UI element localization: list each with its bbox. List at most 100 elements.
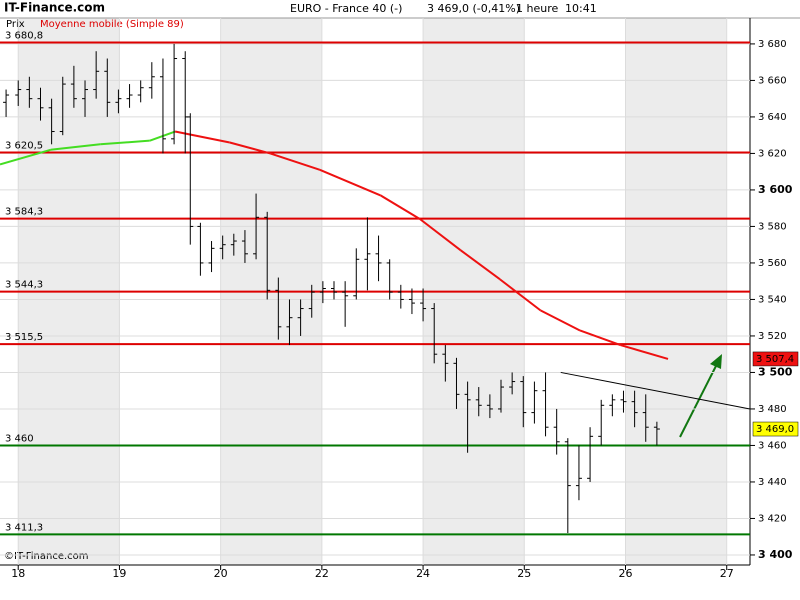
ohlc-bar	[26, 76, 33, 108]
y-tick-label: 3 560	[758, 258, 787, 269]
ohlc-bar	[275, 277, 282, 340]
ohlc-bar	[375, 235, 382, 282]
ohlc-bar	[230, 233, 237, 256]
ohlc-bar	[464, 381, 471, 453]
y-tick-label: 3 580	[758, 221, 787, 232]
ohlc-bar	[442, 345, 449, 382]
ohlc-bar	[241, 230, 248, 263]
ohlc-bar	[531, 381, 538, 424]
x-tick-label: 24	[416, 567, 430, 580]
ohlc-bar	[520, 376, 527, 428]
ohlc-bar	[70, 65, 77, 108]
moving-average-segment	[174, 130, 230, 144]
level-label: 3 515,5	[5, 332, 43, 343]
ohlc-bar	[48, 98, 55, 145]
ohlc-bar	[264, 211, 271, 300]
ohlc-bar	[148, 62, 155, 99]
last-price-box	[752, 421, 799, 437]
ohlc-bar	[93, 51, 100, 99]
ohlc-bar	[297, 299, 304, 336]
ohlc-bar	[197, 222, 204, 276]
level-label: 3 460	[5, 433, 34, 444]
ohlc-bar	[308, 284, 315, 318]
ohlc-bar	[171, 43, 178, 145]
ohlc-bar	[82, 80, 89, 117]
y-tick-label: 3 460	[758, 440, 787, 451]
trendline	[560, 371, 751, 410]
x-tick-label: 26	[619, 567, 633, 580]
ohlc-bar	[397, 284, 404, 309]
moving-average-segment	[50, 143, 101, 151]
ohlc-bar	[331, 281, 338, 300]
x-tick-label: 19	[112, 567, 126, 580]
ohlc-bar	[498, 379, 505, 413]
ohlc-bar	[253, 193, 260, 260]
ohlc-bar	[620, 390, 627, 413]
ohlc-bar	[15, 80, 22, 106]
y-tick-label: 3 540	[758, 294, 787, 305]
ohlc-bar	[642, 394, 649, 442]
x-tick-label: 25	[517, 567, 531, 580]
moving-average-segment	[579, 329, 621, 347]
ohlc-bar	[319, 281, 326, 304]
ohlc-bar	[187, 113, 194, 245]
y-tick-label: 3 440	[758, 477, 787, 488]
moving-average-segment	[380, 194, 421, 220]
brand: IT-Finance.com	[4, 1, 105, 15]
last-price-label: 3 469,0	[756, 424, 794, 435]
ma-legend: Moyenne mobile (Simple 89)	[40, 19, 184, 30]
moving-average-segment	[540, 309, 581, 332]
y-tick-label: 3 400	[758, 548, 793, 561]
y-tick-label: 3 420	[758, 513, 787, 524]
ohlc-bar	[553, 408, 560, 455]
trend-arrow	[679, 354, 722, 438]
ohlc-bar	[159, 58, 166, 154]
ohlc-bar	[509, 372, 516, 395]
ohlc-bar	[587, 427, 594, 482]
y-tick-label: 3 600	[758, 183, 793, 196]
ohlc-bar	[609, 394, 616, 417]
ohlc-bar	[104, 58, 111, 117]
level-label: 3 584,3	[5, 207, 43, 218]
moving-average-segment	[229, 141, 271, 155]
x-tick-label: 22	[315, 567, 329, 580]
ohlc-bar	[126, 84, 133, 108]
ohlc-bar	[564, 438, 571, 534]
last-price-label: 3 507,4	[756, 354, 794, 365]
quote: 3 469,0 (-0,41%)	[427, 2, 520, 15]
ohlc-bar	[453, 357, 460, 409]
ohlc-bar	[420, 288, 427, 322]
ohlc-bar	[431, 303, 438, 364]
y-tick-label: 3 680	[758, 39, 787, 50]
time: 10:41	[565, 2, 597, 15]
y-tick-label: 3 500	[758, 365, 793, 378]
ohlc-bar	[115, 89, 122, 114]
ohlc-bar	[486, 394, 493, 419]
interval: 1 heure	[516, 2, 558, 15]
moving-average-segment	[499, 278, 542, 312]
level-label: 3 411,3	[5, 522, 43, 533]
ohlc-bar	[208, 241, 215, 273]
x-tick-label: 20	[214, 567, 228, 580]
moving-average-segment	[620, 344, 669, 360]
y-tick-label: 3 620	[758, 148, 787, 159]
moving-average-segment	[100, 139, 150, 146]
price-label: Prix	[6, 19, 25, 30]
moving-average-segment	[149, 130, 176, 142]
y-tick-label: 3 660	[758, 75, 787, 86]
ohlc-bar	[408, 288, 415, 315]
ohlc-bar	[386, 259, 393, 300]
moving-average-segment	[319, 168, 381, 197]
x-tick-label: 27	[720, 567, 734, 580]
arrow-head	[710, 354, 722, 369]
ohlc-bar	[598, 399, 605, 446]
ohlc-bar	[37, 87, 44, 121]
ohlc-bar	[542, 372, 549, 437]
level-label: 3 620,5	[5, 141, 43, 152]
y-tick-label: 3 640	[758, 112, 787, 123]
ohlc-bar	[3, 89, 10, 117]
y-tick-label: 3 480	[758, 404, 787, 415]
ohlc-bar	[353, 248, 360, 300]
copyright: ©IT-Finance.com	[4, 551, 89, 562]
